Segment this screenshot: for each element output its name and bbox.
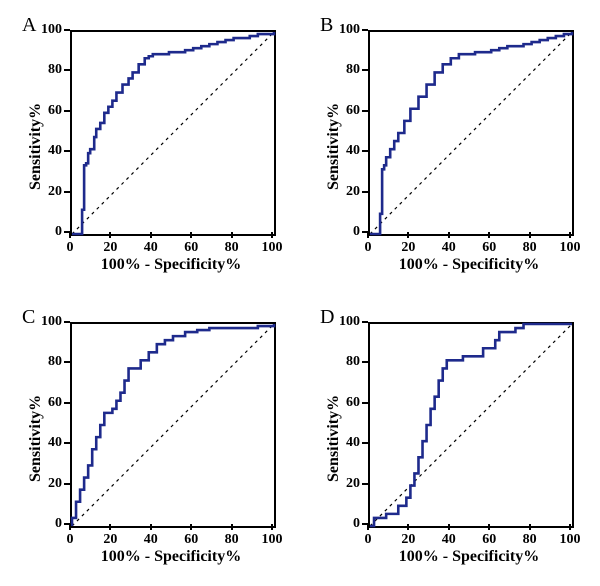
- panel-label-d: D: [320, 306, 334, 329]
- x-tick: [271, 232, 273, 238]
- x-tick-label: 40: [144, 532, 158, 548]
- x-tick-label: 60: [184, 240, 198, 256]
- x-tick-label: 20: [103, 532, 117, 548]
- x-tick-label: 0: [365, 532, 372, 548]
- x-tick: [190, 232, 192, 238]
- roc-curve-c: [72, 324, 274, 526]
- y-tick-label: 100: [36, 22, 62, 38]
- y-tick: [362, 110, 368, 112]
- y-tick: [362, 483, 368, 485]
- y-tick: [362, 442, 368, 444]
- plot-area-b: [368, 30, 574, 236]
- y-tick: [64, 442, 70, 444]
- x-tick: [271, 524, 273, 530]
- y-tick: [362, 523, 368, 525]
- y-tick: [362, 361, 368, 363]
- y-tick-label: 100: [36, 314, 62, 330]
- x-tick-label: 60: [184, 532, 198, 548]
- panel-label-b: B: [320, 14, 333, 37]
- y-tick: [362, 321, 368, 323]
- x-axis-label: 100% - Specificity%: [70, 256, 272, 274]
- y-tick: [64, 29, 70, 31]
- y-tick: [64, 231, 70, 233]
- y-tick: [64, 150, 70, 152]
- y-tick: [64, 483, 70, 485]
- y-tick: [64, 402, 70, 404]
- x-tick-label: 20: [103, 240, 117, 256]
- x-tick-label: 80: [225, 240, 239, 256]
- x-tick: [231, 524, 233, 530]
- x-tick-label: 100: [560, 532, 581, 548]
- x-tick: [488, 232, 490, 238]
- y-tick: [362, 150, 368, 152]
- y-tick-label: 0: [334, 516, 360, 532]
- x-tick-label: 100: [262, 532, 283, 548]
- x-tick-label: 20: [401, 240, 415, 256]
- plot-area-c: [70, 322, 276, 528]
- x-tick-label: 100: [560, 240, 581, 256]
- roc-figure: A020406080100020406080100100% - Specific…: [0, 0, 600, 586]
- x-axis-label: 100% - Specificity%: [368, 548, 570, 566]
- y-tick-label: 100: [334, 314, 360, 330]
- x-tick-label: 80: [523, 532, 537, 548]
- y-tick: [64, 110, 70, 112]
- y-tick: [64, 191, 70, 193]
- x-tick: [529, 524, 531, 530]
- x-tick-label: 0: [365, 240, 372, 256]
- x-tick-label: 60: [482, 240, 496, 256]
- roc-curve-d: [370, 324, 572, 526]
- y-tick: [362, 69, 368, 71]
- y-tick: [362, 231, 368, 233]
- x-tick: [448, 524, 450, 530]
- panel-label-c: C: [22, 306, 35, 329]
- roc-curve-a: [72, 32, 274, 234]
- x-tick-label: 40: [442, 240, 456, 256]
- x-tick: [407, 524, 409, 530]
- x-tick: [190, 524, 192, 530]
- y-tick-label: 0: [36, 516, 62, 532]
- y-tick-label: 0: [334, 224, 360, 240]
- y-axis-label: Sensitivity%: [27, 70, 45, 190]
- x-tick: [529, 232, 531, 238]
- y-tick: [362, 402, 368, 404]
- y-tick: [64, 523, 70, 525]
- plot-area-d: [368, 322, 574, 528]
- x-tick: [407, 232, 409, 238]
- x-tick-label: 100: [262, 240, 283, 256]
- x-tick-label: 40: [442, 532, 456, 548]
- x-tick-label: 80: [225, 532, 239, 548]
- x-tick: [448, 232, 450, 238]
- y-axis-label: Sensitivity%: [325, 70, 343, 190]
- x-tick: [569, 232, 571, 238]
- y-tick-label: 100: [334, 22, 360, 38]
- y-tick: [64, 321, 70, 323]
- y-axis-label: Sensitivity%: [27, 362, 45, 482]
- y-axis-label: Sensitivity%: [325, 362, 343, 482]
- y-tick: [64, 361, 70, 363]
- x-tick: [150, 232, 152, 238]
- x-tick-label: 20: [401, 532, 415, 548]
- x-tick: [569, 524, 571, 530]
- x-tick: [488, 524, 490, 530]
- panel-label-a: A: [22, 14, 36, 37]
- x-tick-label: 0: [67, 240, 74, 256]
- x-tick: [109, 524, 111, 530]
- x-axis-label: 100% - Specificity%: [368, 256, 570, 274]
- x-tick-label: 60: [482, 532, 496, 548]
- y-tick: [362, 29, 368, 31]
- roc-curve-b: [370, 32, 572, 234]
- y-tick: [64, 69, 70, 71]
- plot-area-a: [70, 30, 276, 236]
- x-tick-label: 40: [144, 240, 158, 256]
- y-tick-label: 0: [36, 224, 62, 240]
- x-tick-label: 80: [523, 240, 537, 256]
- x-tick: [150, 524, 152, 530]
- x-tick: [231, 232, 233, 238]
- x-tick: [109, 232, 111, 238]
- y-tick: [362, 191, 368, 193]
- x-axis-label: 100% - Specificity%: [70, 548, 272, 566]
- x-tick-label: 0: [67, 532, 74, 548]
